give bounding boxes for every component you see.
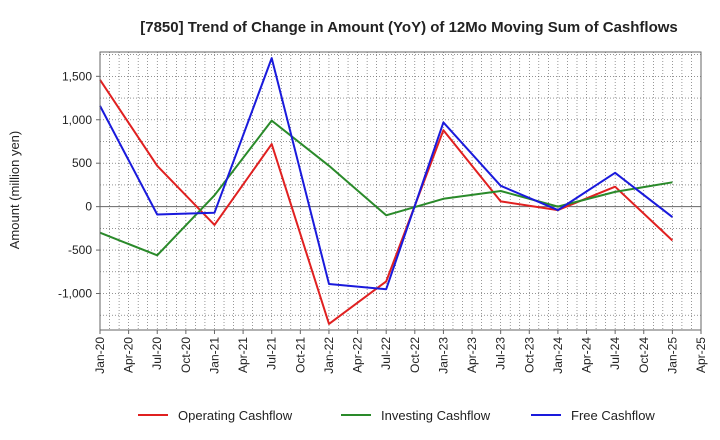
x-tick-label: Oct-23: [522, 337, 536, 373]
legend: Operating Cashflow Investing Cashflow Free…: [138, 408, 655, 423]
x-tick-label: Apr-22: [351, 337, 365, 373]
y-axis-title: Amount (million yen): [7, 131, 22, 250]
y-tick-label: 1,500: [62, 69, 92, 83]
series-line-free-cashflow: [99, 57, 674, 291]
x-tick-label: Jan-22: [322, 337, 336, 374]
x-tick-label: Oct-22: [408, 337, 422, 373]
x-tick-label: Jan-25: [665, 337, 679, 374]
x-tick-label: Jul-23: [494, 337, 508, 370]
x-tick-label: Jan-23: [436, 337, 450, 374]
plot-frame: [99, 51, 702, 331]
grid-layer: [99, 52, 702, 330]
y-tick-label: -500: [68, 243, 92, 257]
chart-title: [7850] Trend of Change in Amount (YoY) o…: [140, 19, 678, 36]
legend-label-free-cashflow: Free Cashflow: [571, 408, 655, 423]
x-tick-label: Oct-21: [293, 337, 307, 373]
y-tick-label: 500: [72, 156, 92, 170]
y-tick-labels: -1,000 -500 0 500 1,000 1,500: [58, 69, 100, 301]
x-tick-label: Apr-21: [236, 337, 250, 373]
y-tick-label: 1,000: [62, 113, 92, 127]
legend-label-operating-cashflow: Operating Cashflow: [178, 408, 293, 423]
x-tick-label: Apr-25: [694, 337, 708, 373]
legend-label-investing-cashflow: Investing Cashflow: [381, 408, 491, 423]
x-tick-label: Jan-21: [207, 337, 221, 374]
x-tick-label: Jul-22: [379, 337, 393, 370]
series-layer: [99, 57, 674, 325]
x-tick-label: Jan-20: [93, 337, 107, 374]
x-tick-label: Apr-23: [465, 337, 479, 373]
x-tick-label: Oct-24: [637, 337, 651, 373]
x-tick-label: Jul-24: [608, 337, 622, 370]
x-tick-label: Jul-20: [150, 337, 164, 370]
x-tick-label: Oct-20: [179, 337, 193, 373]
x-tick-label: Apr-24: [580, 337, 594, 373]
x-tick-label: Apr-20: [122, 337, 136, 373]
series-line-investing-cashflow: [99, 119, 673, 257]
x-tick-label: Jan-24: [551, 337, 565, 374]
x-tick-labels: Jan-20 Apr-20 Jul-20 Oct-20 Jan-21 Apr-21 Jul-…: [93, 330, 708, 374]
y-tick-label: 0: [85, 200, 92, 214]
x-tick-label: Jul-21: [265, 337, 279, 370]
y-tick-label: -1,000: [58, 287, 92, 301]
